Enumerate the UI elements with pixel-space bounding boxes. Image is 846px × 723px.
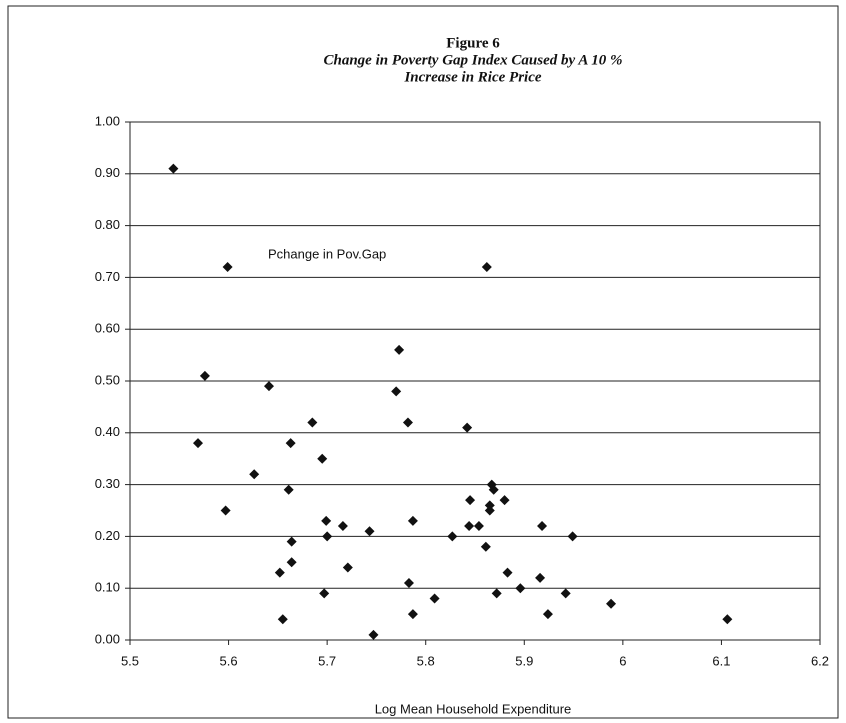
y-tick-label: 1.00 [95, 113, 120, 128]
point [567, 531, 578, 542]
point [322, 531, 333, 542]
x-tick-label: 5.8 [417, 653, 435, 668]
point [542, 609, 553, 620]
point [407, 609, 418, 620]
point [286, 536, 297, 547]
point [342, 562, 353, 573]
point [199, 370, 210, 381]
point [447, 531, 458, 542]
x-tick-label: 6.2 [811, 653, 829, 668]
point [606, 598, 617, 609]
chart-subtitle: Increase in Rice Price [403, 69, 541, 85]
point [462, 422, 473, 433]
y-tick-label: 0.90 [95, 165, 120, 180]
point [307, 417, 318, 428]
point [317, 453, 328, 464]
y-tick-label: 0.60 [95, 321, 120, 336]
point [491, 588, 502, 599]
y-tick-label: 0.70 [95, 269, 120, 284]
point [394, 344, 405, 355]
point [560, 588, 571, 599]
y-tick-label: 0.80 [95, 217, 120, 232]
x-tick-label: 6.1 [712, 653, 730, 668]
point [481, 262, 492, 273]
point [364, 526, 375, 537]
point [337, 521, 348, 532]
point [429, 593, 440, 604]
y-tick-label: 0.10 [95, 580, 120, 595]
point [403, 578, 414, 589]
point [285, 438, 296, 449]
point [402, 417, 413, 428]
point [484, 500, 495, 511]
point [515, 583, 526, 594]
point [222, 262, 233, 273]
chart-subtitle: Change in Poverty Gap Index Caused by A … [323, 52, 622, 68]
point [722, 614, 733, 625]
point [473, 521, 484, 532]
point [535, 572, 546, 583]
x-tick-label: 6 [619, 653, 626, 668]
page-frame [7, 5, 839, 719]
point [464, 521, 475, 532]
point [480, 541, 491, 552]
y-tick-label: 0.50 [95, 372, 120, 387]
point [488, 484, 499, 495]
point [391, 386, 402, 397]
y-tick-label: 0.20 [95, 528, 120, 543]
x-axis-label: Log Mean Household Expenditure [375, 701, 572, 716]
point [319, 588, 330, 599]
x-tick-label: 5.9 [515, 653, 533, 668]
point [274, 567, 285, 578]
point [484, 505, 495, 516]
y-tick-label: 0.40 [95, 424, 120, 439]
annotation: Pchange in Pov.Gap [268, 246, 386, 261]
point [263, 381, 274, 392]
point [465, 495, 476, 506]
point [220, 505, 231, 516]
x-tick-label: 5.7 [318, 653, 336, 668]
point [537, 521, 548, 532]
point [499, 495, 510, 506]
point [286, 557, 297, 568]
point [283, 484, 294, 495]
y-tick-label: 0.00 [95, 631, 120, 646]
point [277, 614, 288, 625]
chart-title: Figure 6 [446, 35, 500, 51]
x-tick-label: 5.6 [220, 653, 238, 668]
point [368, 629, 379, 640]
point [168, 163, 179, 174]
y-tick-label: 0.30 [95, 476, 120, 491]
point [249, 469, 260, 480]
point [407, 515, 418, 526]
point [193, 438, 204, 449]
point [502, 567, 513, 578]
x-tick-label: 5.5 [121, 653, 139, 668]
point [321, 515, 332, 526]
